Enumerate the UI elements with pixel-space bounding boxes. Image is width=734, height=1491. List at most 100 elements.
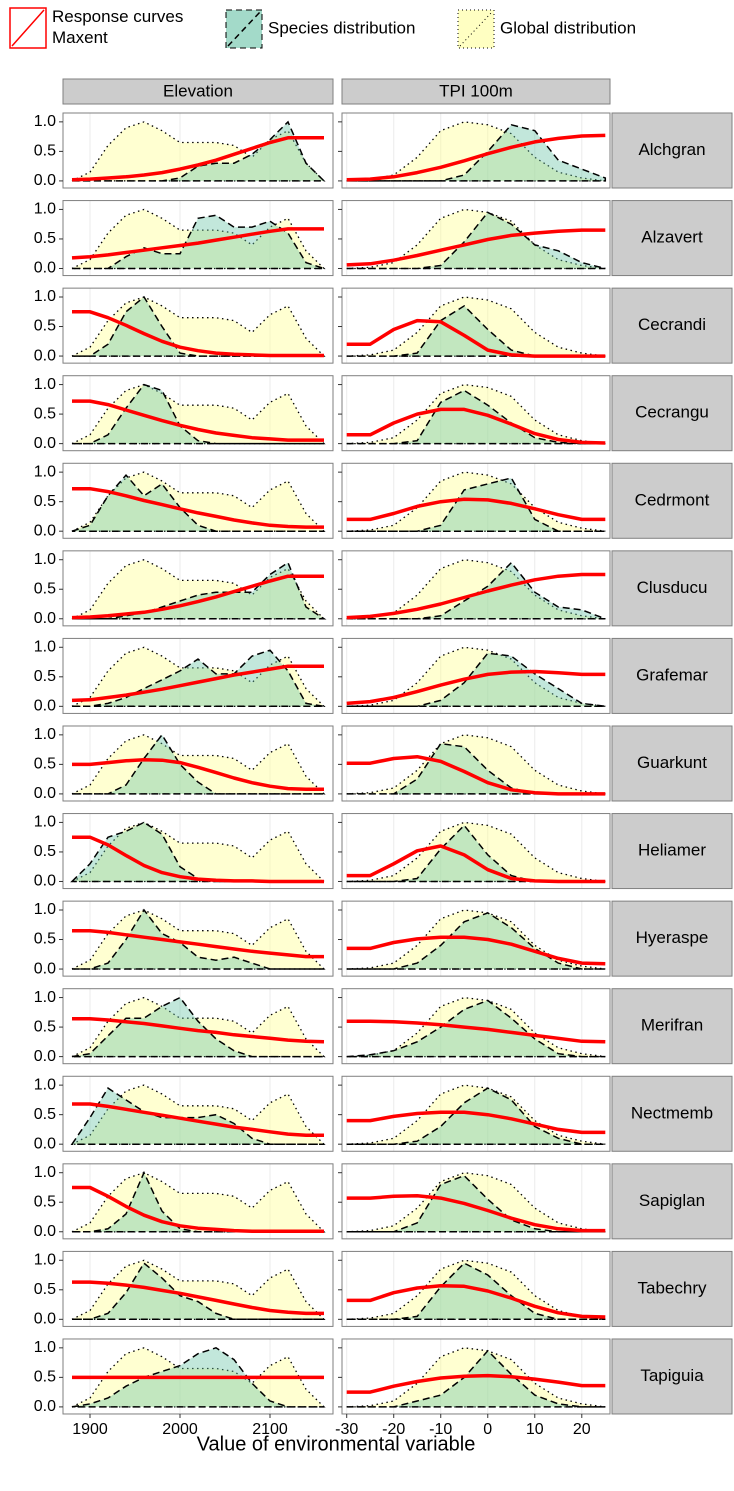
y-tick-label: 0.5 [34,230,56,247]
row-label: Alzavert [641,228,703,247]
y-tick-label: 0.5 [34,931,56,948]
panel-border [62,637,334,714]
panel [342,725,610,801]
legend-label: Species distribution [268,18,415,37]
row-strip [611,375,733,452]
panel-border [62,1250,334,1327]
species-distribution [346,652,606,708]
response-curve [72,486,324,529]
response-curve [346,228,606,267]
row-label: Nectmemb [631,1103,713,1122]
panel-border [62,1075,334,1152]
global-distribution [346,296,606,357]
legend-key-line [11,9,45,47]
species-distribution [72,733,324,795]
y-tick-label: 1.0 [34,201,56,218]
y-tick-label: 0.0 [34,435,56,452]
panel-border [62,200,334,277]
legend-label: Global distribution [500,18,636,37]
global-distribution [71,383,326,445]
panel-border [62,988,334,1065]
response-curve [71,574,324,620]
panel-border [341,813,611,890]
y-tick-label: 0.5 [34,1193,56,1210]
row-label: Cedrmont [635,490,710,509]
response-curve [346,754,606,796]
panel-border [341,988,611,1065]
row-strip [611,1338,733,1415]
row-label: Cecrangu [635,403,709,422]
response-curve [346,1283,606,1319]
y-tick-label: 1.0 [34,901,56,918]
row-strip [611,112,733,189]
panel-border [341,1250,611,1327]
row-label: Tapiguia [640,1366,704,1385]
x-tick-label: 1900 [72,1421,108,1438]
y-tick-label: 1.0 [34,463,56,480]
response-curve [346,572,606,620]
panel-border [341,200,611,277]
column-label: TPI 100m [439,81,513,100]
response-curve [346,318,606,358]
column-strip [341,78,611,105]
species-distribution [72,383,324,445]
global-distribution [71,1171,326,1233]
y-tick-label: 0.5 [34,1369,56,1386]
panel-border [341,462,611,539]
species-distribution [72,561,327,620]
legend-label-line: Maxent [52,28,108,47]
row-label: Guarkunt [637,753,707,772]
panel-border [62,900,334,977]
y-tick-label: 0.5 [34,493,56,510]
species-distribution [346,477,606,532]
y-tick-label: 1.0 [34,1076,56,1093]
x-tick-label: -20 [382,1421,405,1438]
global-distribution [71,996,326,1058]
panel [342,1163,610,1239]
species-distribution [72,120,326,182]
y-tick-label: 0.5 [34,143,56,160]
response-curve [346,669,606,706]
panel [342,288,610,364]
panel [342,113,610,188]
panel [63,638,333,714]
panel-border [62,112,334,189]
response-curve [346,844,606,884]
y-tick-label: 0.0 [34,1135,56,1152]
y-tick-label: 1.0 [34,113,56,130]
species-distribution [346,561,606,620]
response-curve [346,1193,606,1233]
panel [342,988,610,1064]
y-tick-label: 0.5 [34,580,56,597]
row-label: Merifran [641,1016,703,1035]
global-distribution [71,208,326,270]
legend-key-line [227,11,261,47]
column-label: Elevation [163,81,233,100]
row-label: Cecrandi [638,315,706,334]
y-tick-label: 1.0 [34,1164,56,1181]
response-curve [72,399,324,442]
panel-border [341,900,611,977]
species-distribution [70,1087,324,1145]
panel-border [341,1338,611,1415]
y-tick-label: 1.0 [34,551,56,568]
species-distribution [346,1262,606,1321]
response-curve [72,1280,324,1316]
species-distribution [346,912,606,970]
global-distribution [346,121,606,182]
y-tick-label: 0.0 [34,522,56,539]
row-strip [611,988,733,1065]
response-curve [71,664,324,703]
x-tick-label: 0 [483,1421,492,1438]
y-tick-label: 1.0 [34,726,56,743]
global-distribution [346,1172,606,1233]
panel [63,200,333,276]
global-distribution [71,734,326,795]
y-tick-label: 0.0 [34,698,56,715]
response-curve [346,497,606,522]
panel-border [341,112,611,189]
row-strip [611,462,733,539]
response-curve [72,310,324,358]
y-tick-label: 0.0 [34,873,56,890]
